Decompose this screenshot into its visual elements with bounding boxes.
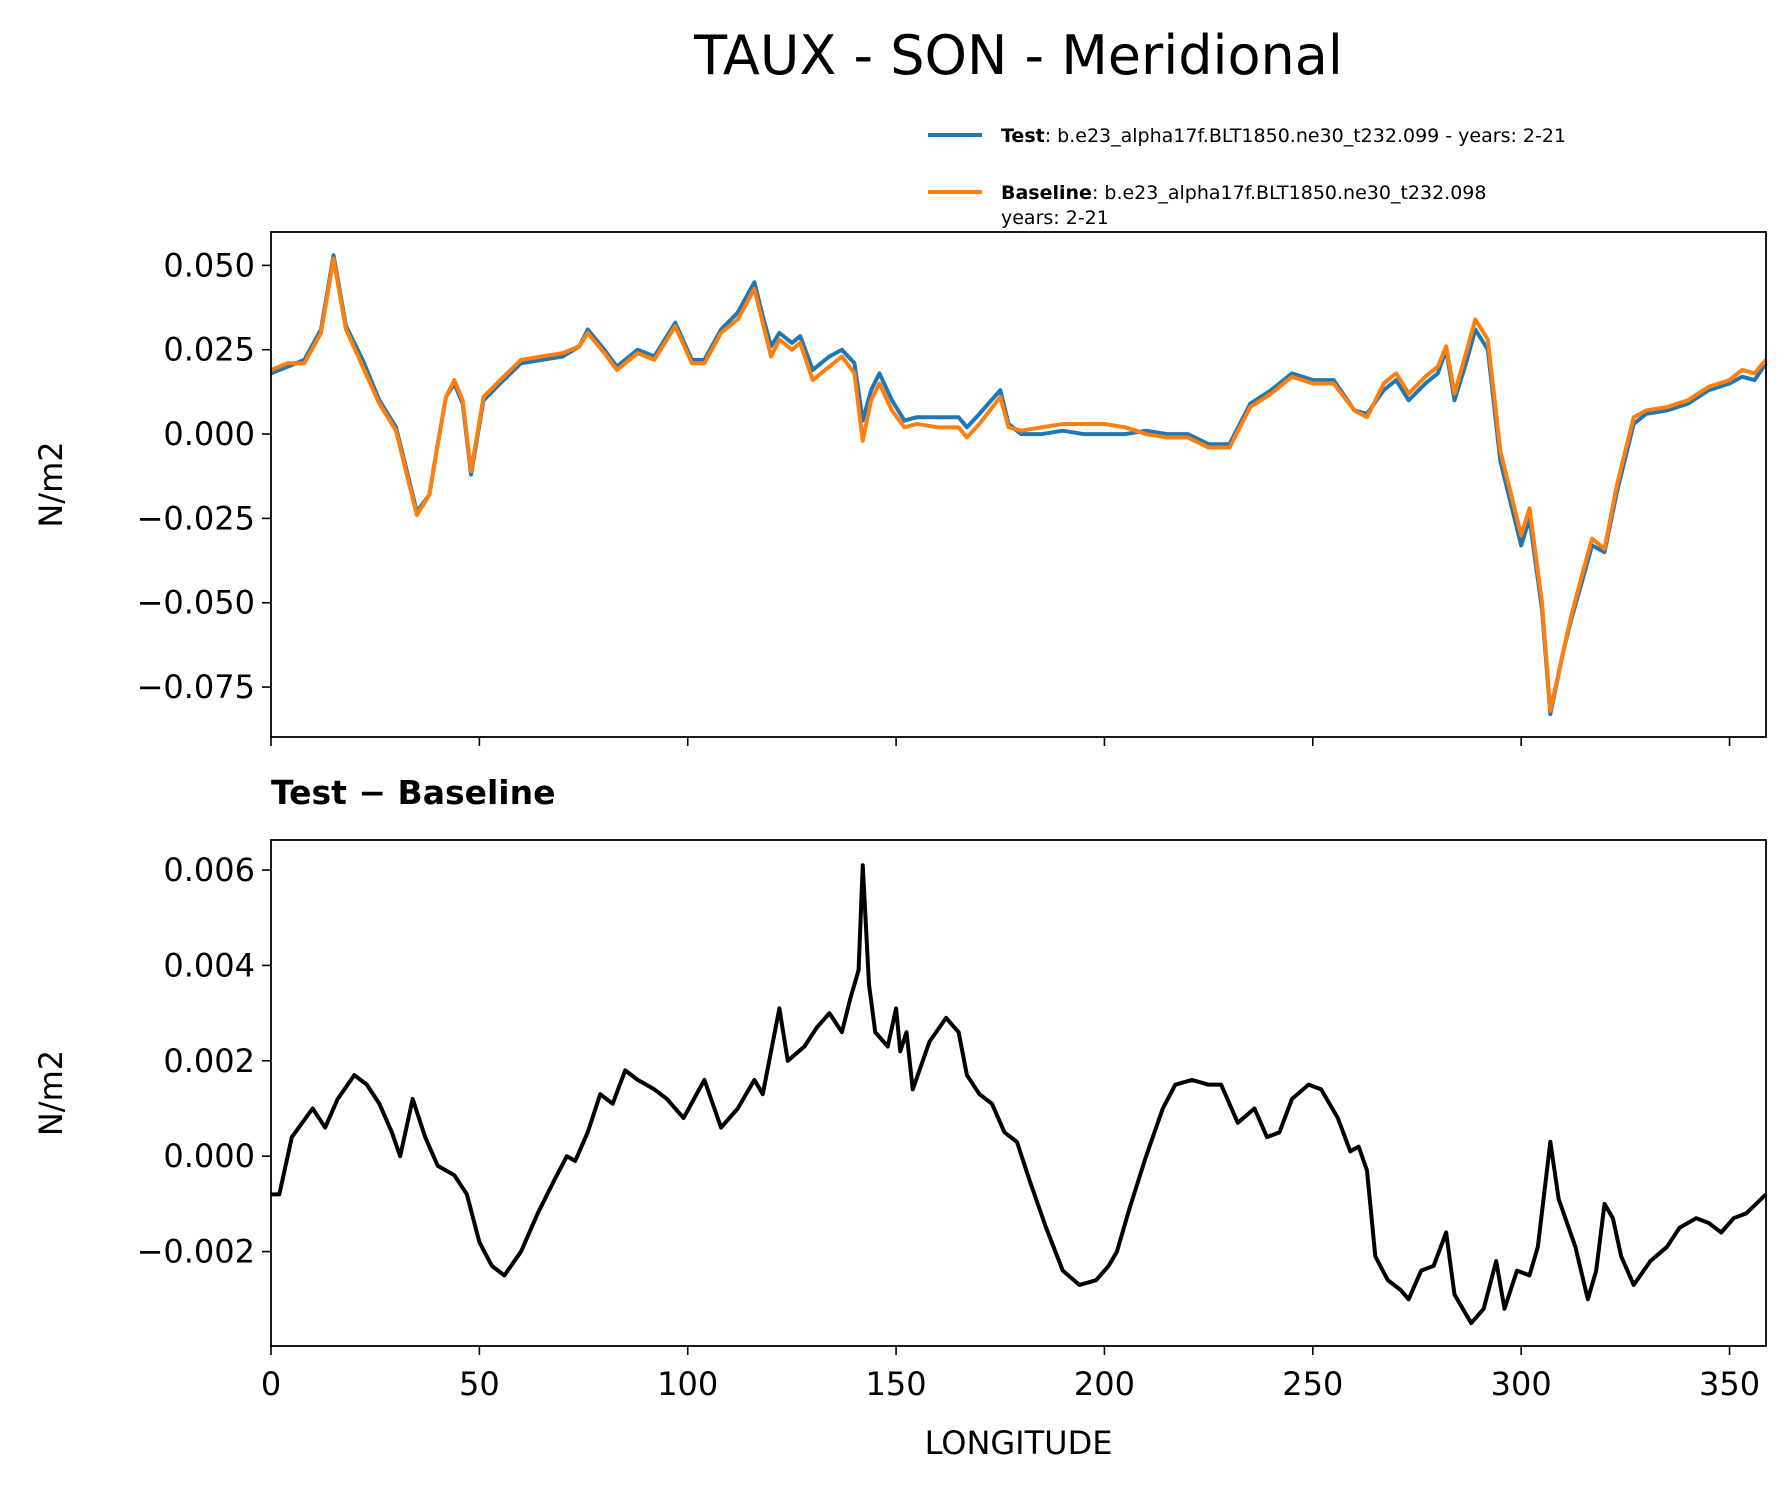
x-axis-label: LONGITUDE [925, 1424, 1113, 1462]
x-tick-label: 350 [1699, 1365, 1760, 1403]
y-tick-label: −0.075 [137, 668, 255, 706]
x-tick-label: 50 [459, 1365, 500, 1403]
axes-frame [270, 231, 1767, 738]
y-tick-label: −0.050 [137, 584, 255, 622]
axes-frame [270, 839, 1767, 1347]
legend-label: : b.e23_alpha17f.BLT1850.ne30_t232.098 [1092, 182, 1487, 204]
x-tick-label: 100 [657, 1365, 718, 1403]
data-line [270, 253, 1768, 717]
y-tick-label: 0.050 [163, 246, 255, 284]
legend-label: : b.e23_alpha17f.BLT1850.ne30_t232.099 -… [1045, 125, 1566, 147]
y-tick-label: 0.000 [163, 415, 255, 453]
y-axis-label: N/m2 [32, 1050, 70, 1136]
data-line [271, 863, 1768, 1326]
legend-entry: Baseline: b.e23_alpha17f.BLT1850.ne30_t2… [1001, 182, 1486, 229]
y-tick-label: 0.002 [163, 1042, 255, 1080]
legend-label: years: 2-21 [1001, 207, 1109, 229]
x-tick-label: 300 [1491, 1365, 1552, 1403]
panel-title: Test − Baseline [271, 773, 556, 812]
chart-title: TAUX - SON - Meridional [693, 24, 1343, 87]
y-tick-label: 0.025 [163, 331, 255, 369]
x-tick-label: 150 [866, 1365, 927, 1403]
x-tick-label: 250 [1282, 1365, 1343, 1403]
legend-entry: Test: b.e23_alpha17f.BLT1850.ne30_t232.0… [1001, 125, 1566, 147]
y-tick-label: 0.006 [163, 851, 255, 889]
y-tick-label: 0.000 [163, 1137, 255, 1175]
x-tick-label: 200 [1074, 1365, 1135, 1403]
legend-name: Test [1001, 125, 1045, 147]
data-line [270, 256, 1768, 713]
x-tick-label: 0 [261, 1365, 281, 1403]
y-axis-label: N/m2 [32, 441, 70, 527]
y-tick-label: −0.025 [137, 499, 255, 537]
legend-name: Baseline [1001, 182, 1092, 204]
y-tick-label: −0.002 [137, 1233, 255, 1271]
y-tick-label: 0.004 [163, 946, 255, 984]
